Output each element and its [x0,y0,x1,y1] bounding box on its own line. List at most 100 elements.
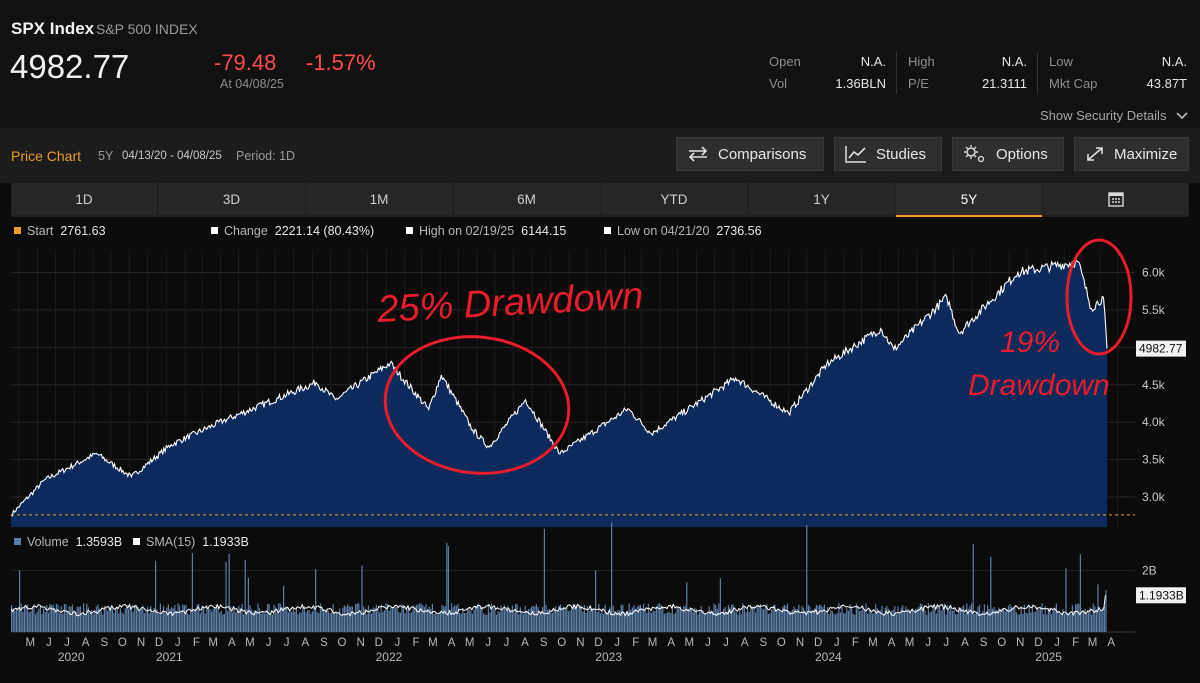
volume-bar [695,608,697,632]
volume-bar [451,603,453,632]
volume-bar [924,610,926,632]
volume-bar [279,603,281,632]
volume-bar [1009,604,1011,632]
volume-bar [862,607,864,632]
volume-bar [868,609,870,632]
volume-bar [614,611,616,632]
tab-6m[interactable]: 6M [453,183,600,215]
vol-label: Vol [769,76,788,91]
volume-bar [652,610,654,632]
tab-1y[interactable]: 1Y [748,183,895,215]
volume-bar [291,612,293,632]
volume-bar [511,605,513,632]
volume-bar [543,528,545,632]
volume-bar [646,613,648,632]
tab-ytd[interactable]: YTD [601,183,747,215]
volume-bar [142,605,144,632]
change-label: Change [224,224,268,238]
volume-bar [278,603,280,632]
y-tick-label: 4.0k [1142,415,1166,429]
volume-bar [486,614,488,632]
x-month-label: F [193,637,200,649]
volume-bar [667,612,669,632]
tab-1d[interactable]: 1D [11,183,157,215]
volume-bar [708,606,710,632]
volume-bar [271,614,273,632]
volume-bar [838,603,840,632]
volume-bar [852,613,854,632]
volume-bar [732,604,734,632]
volume-bar [174,605,176,632]
volume-bar [382,611,384,632]
volume-bar [603,613,605,632]
volume-bar [809,606,811,632]
volume-bar [430,608,432,632]
volume-bar [563,606,565,632]
volume-bar [1031,604,1033,632]
volume-bar [387,604,389,632]
x-month-label: O [557,637,566,649]
x-month-label: A [1107,637,1115,649]
volume-bar [590,607,592,632]
tab-3d[interactable]: 3D [158,183,305,215]
volume-bar [147,606,149,632]
volume-bar [403,604,405,632]
volume-bar [209,609,211,632]
volume-bar [700,606,702,632]
volume-bar [151,613,153,632]
volume-bar [139,610,141,632]
volume-bar [254,610,256,632]
volume-bar [265,609,267,632]
volume-bar [684,606,686,632]
volume-bar [534,606,536,632]
volume-bar [745,612,747,632]
volume-bar [982,611,984,632]
volume-bar [804,611,806,632]
volume-bar [143,613,145,632]
volume-bar [719,578,721,632]
volume-bar [710,610,712,632]
volume-bar [454,605,456,632]
volume-bar [199,613,201,632]
volume-bar [623,612,625,632]
volume-bar [270,613,272,632]
comparisons-button[interactable]: Comparisons [676,137,824,171]
volume-bar [887,608,889,632]
maximize-button[interactable]: Maximize [1074,137,1189,171]
volume-bar [846,608,848,632]
volume-bar [580,605,582,632]
volume-bar [972,544,974,632]
show-security-details[interactable]: Show Security Details [1040,108,1188,123]
volume-bar [79,606,81,632]
price-chart[interactable]: 3.0k3.5k4.0k4.5k5.0k5.5k6.0k4982.772B1.1… [0,238,1200,683]
net-change: -79.48 [214,50,277,75]
volume-bar [19,570,21,632]
quote-header [0,0,1200,128]
volume-bar [908,609,910,632]
volume-bar [99,608,101,632]
x-month-label: D [594,637,602,649]
volume-bar [990,556,992,632]
volume-bar [179,605,181,632]
volume-bar [542,607,544,632]
tab-5y[interactable]: 5Y [896,183,1042,217]
sma-value: 1.1933B [202,535,249,549]
volume-bar [276,612,278,632]
calendar-tab[interactable] [1043,183,1189,215]
volume-bar [1051,614,1053,632]
volume-bar [971,603,973,632]
volume-bar [465,613,467,632]
tab-1m[interactable]: 1M [306,183,452,215]
volume-bar [801,605,803,632]
x-month-label: M [465,637,475,649]
volume-bar [475,605,477,632]
volume-bar [75,612,77,632]
volume-bar [404,613,406,632]
volume-bar [225,561,227,632]
volume-bar [859,611,861,632]
options-button[interactable]: Options [952,137,1064,171]
volume-bar [665,613,667,632]
studies-button[interactable]: Studies [834,137,942,171]
volume-bar [828,614,830,632]
volume-bar [759,604,761,632]
